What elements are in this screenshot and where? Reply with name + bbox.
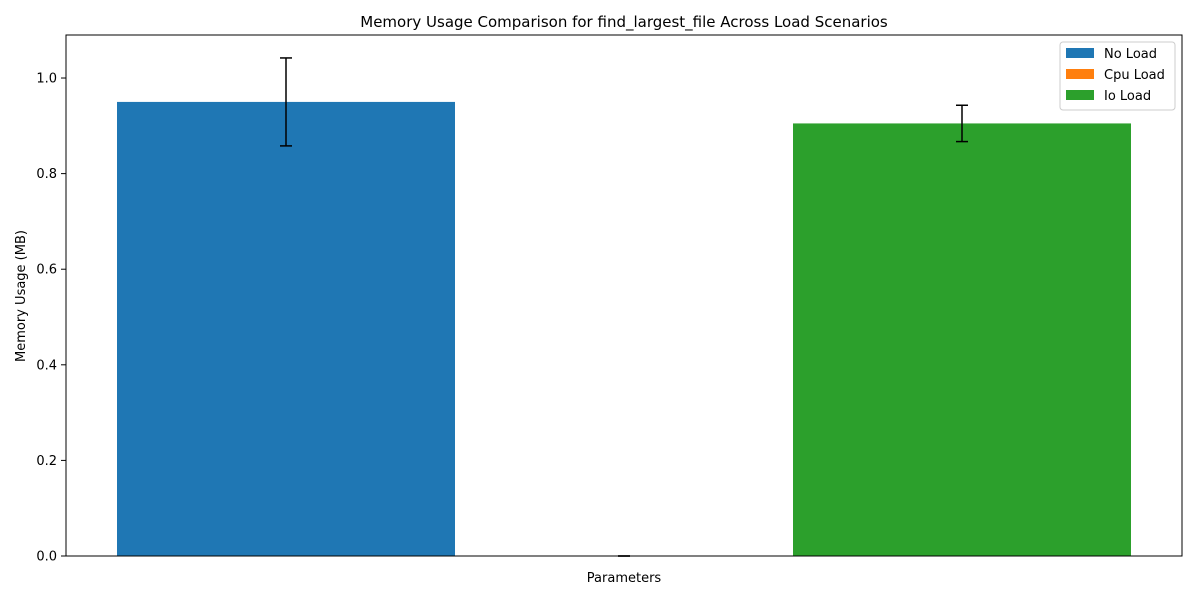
legend-label: Io Load — [1104, 89, 1151, 104]
legend-swatch — [1066, 48, 1094, 58]
y-tick-label: 0.2 — [36, 454, 57, 469]
legend-item-io-load: Io Load — [1066, 89, 1151, 104]
legend-item-no-load: No Load — [1066, 47, 1157, 62]
y-tick-label: 0.0 — [36, 550, 57, 565]
y-axis: 0.0 0.2 0.4 0.6 0.8 1.0 — [36, 72, 66, 565]
legend-swatch — [1066, 90, 1094, 100]
y-tick-label: 0.6 — [36, 263, 57, 278]
bar-no-load — [117, 101, 455, 557]
legend-label: Cpu Load — [1104, 68, 1165, 83]
y-axis-label: Memory Usage (MB) — [14, 230, 29, 362]
x-axis-label: Parameters — [587, 571, 662, 586]
legend: No Load Cpu Load Io Load — [1059, 41, 1176, 111]
chart-title: Memory Usage Comparison for find_largest… — [360, 13, 888, 32]
y-tick-label: 0.8 — [36, 167, 57, 182]
bars-layer — [117, 101, 1131, 557]
legend-item-cpu-load: Cpu Load — [1066, 68, 1165, 83]
error-bar-no-load — [280, 57, 292, 147]
legend-label: No Load — [1104, 47, 1157, 62]
y-tick-label: 0.4 — [36, 358, 57, 373]
legend-items: No Load Cpu Load Io Load — [1066, 47, 1165, 104]
bar-io-load — [793, 123, 1131, 556]
legend-swatch — [1066, 69, 1094, 79]
error-bar-io-load — [956, 104, 968, 143]
plot-frame — [65, 34, 1183, 557]
y-tick-label: 1.0 — [36, 72, 57, 87]
